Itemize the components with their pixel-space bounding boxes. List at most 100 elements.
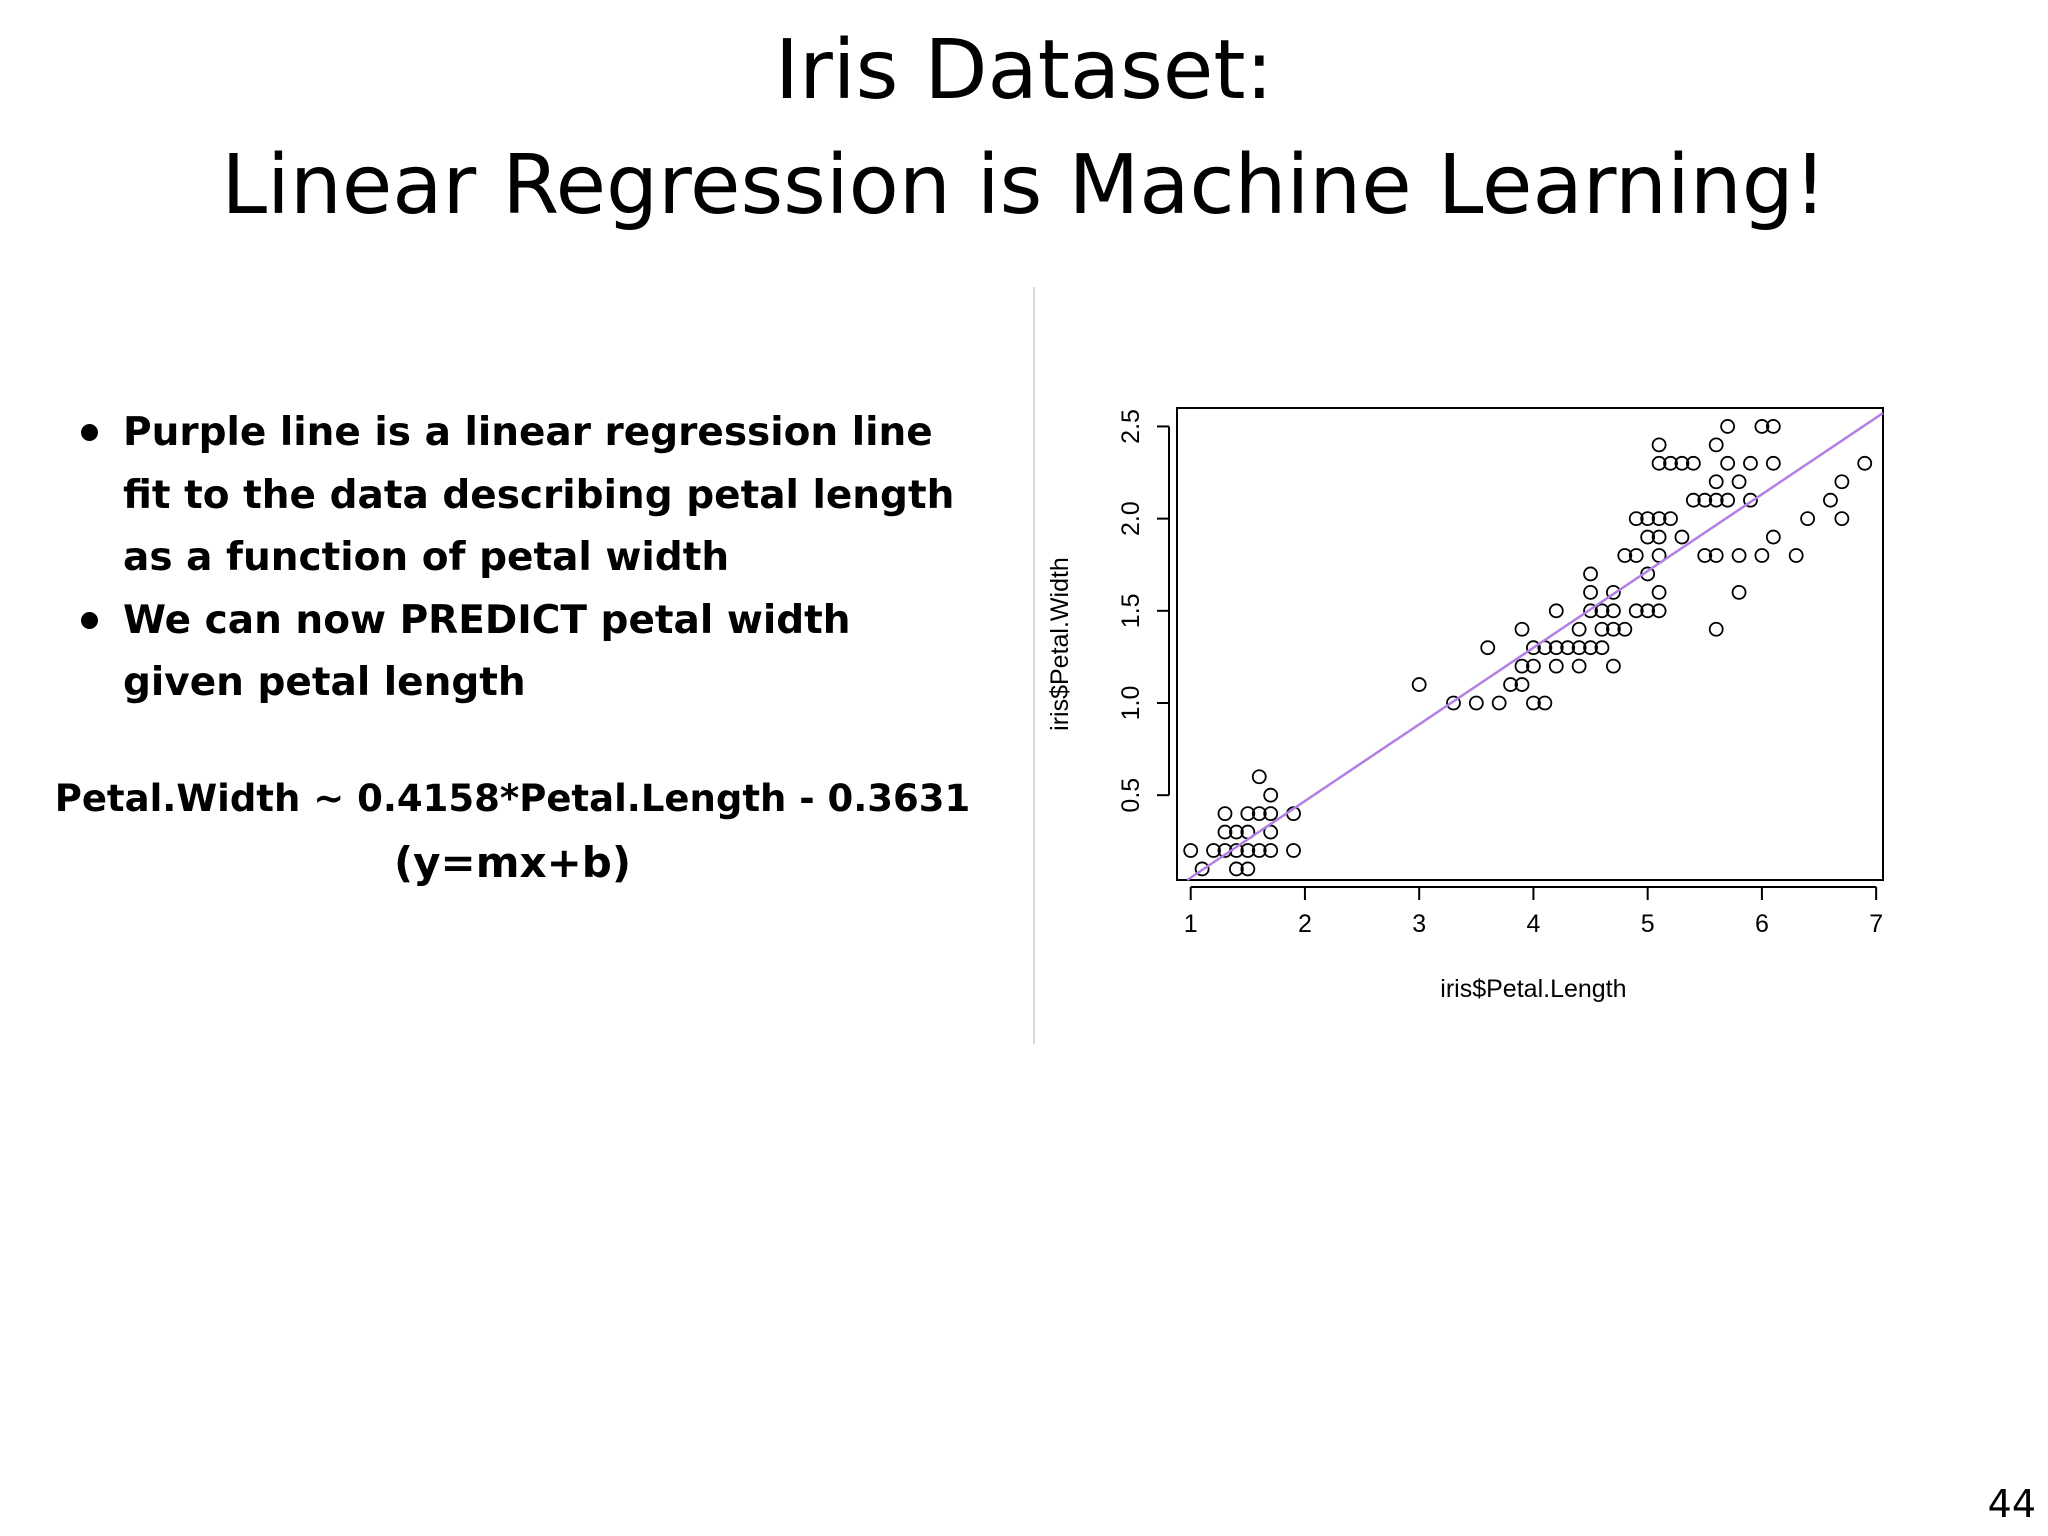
data-point — [1823, 492, 1838, 508]
x-tick-label: 6 — [1755, 910, 1769, 938]
data-point — [1651, 455, 1667, 471]
data-point — [1583, 603, 1598, 619]
data-point — [1651, 511, 1667, 527]
data-point — [1217, 806, 1233, 822]
data-point — [1605, 584, 1621, 600]
data-point — [1731, 584, 1747, 600]
x-tick-label: 5 — [1641, 910, 1655, 938]
data-point — [1217, 824, 1233, 840]
data-point — [1263, 806, 1279, 822]
data-point — [1640, 529, 1656, 545]
data-point — [1206, 843, 1221, 858]
data-point — [1708, 437, 1724, 453]
bullet-line: Purple line is a linear regression line — [123, 410, 933, 455]
data-point — [1526, 640, 1541, 656]
regression-line — [1186, 412, 1884, 882]
data-point — [1251, 806, 1267, 822]
data-point — [1240, 843, 1256, 858]
data-point — [1731, 548, 1747, 563]
data-point — [1251, 843, 1267, 858]
data-point — [1548, 640, 1564, 656]
data-point — [1526, 695, 1541, 711]
y-axis-label: iris$Petal.Width — [1046, 557, 1074, 731]
data-point — [1183, 843, 1199, 858]
y-tick-label: 1.0 — [1117, 686, 1145, 721]
data-point — [1617, 621, 1633, 637]
data-point — [1240, 861, 1256, 877]
bullet-line: given petal length — [123, 660, 526, 705]
data-point — [1446, 695, 1461, 711]
y-tick-label: 0.5 — [1117, 778, 1145, 813]
data-point — [1194, 861, 1210, 877]
data-point — [1754, 419, 1770, 434]
y-tick-label: 2.0 — [1117, 501, 1145, 536]
data-point — [1720, 492, 1736, 508]
data-point — [1229, 861, 1244, 877]
data-point — [1628, 548, 1644, 563]
slide-title-line-1: Iris Dataset: — [774, 23, 1274, 118]
data-point — [1651, 437, 1667, 453]
data-point — [1229, 824, 1244, 840]
data-point — [1651, 603, 1667, 619]
data-point — [1583, 566, 1598, 582]
data-point — [1548, 658, 1564, 674]
x-axis-label: iris$Petal.Length — [1440, 975, 1626, 1003]
data-point — [1800, 511, 1816, 527]
bullet-line: We can now PREDICT petal width — [123, 597, 851, 643]
data-point — [1263, 787, 1279, 803]
data-point — [1583, 640, 1598, 656]
data-point — [1537, 695, 1553, 711]
data-point — [1743, 455, 1758, 471]
data-point — [1697, 492, 1713, 508]
data-point — [1663, 511, 1678, 527]
bullet-dot — [81, 424, 98, 441]
x-tick-label: 7 — [1869, 910, 1883, 938]
data-point — [1765, 419, 1781, 434]
data-point — [1514, 621, 1530, 637]
data-point — [1685, 455, 1701, 471]
data-point — [1594, 603, 1610, 619]
data-point — [1708, 548, 1724, 563]
data-point — [1468, 695, 1484, 711]
data-point — [1548, 603, 1564, 619]
data-point — [1651, 584, 1667, 600]
data-point — [1731, 474, 1747, 490]
data-point — [1594, 640, 1610, 656]
plot-frame — [1176, 407, 1884, 881]
data-point — [1411, 677, 1427, 692]
data-point — [1605, 621, 1621, 637]
data-point — [1765, 455, 1781, 471]
y-tick-label: 1.5 — [1117, 593, 1145, 628]
data-point — [1571, 658, 1587, 674]
data-point — [1286, 843, 1301, 858]
equation-form: (y=mx+b) — [393, 838, 632, 887]
data-point — [1251, 769, 1267, 785]
slide-number: 44 — [1987, 1482, 2036, 1526]
data-point — [1514, 677, 1530, 692]
data-point — [1834, 511, 1850, 527]
bullet-line: fit to the data describing petal length — [123, 472, 955, 518]
data-point — [1697, 548, 1713, 563]
scatter-plot: 1 2 3 4 5 6 7 0.5 1.0 1.5 2.0 2.5 iris$Petal.Length i… — [1046, 407, 1884, 1003]
bullet-line: as a function of petal width — [123, 535, 730, 580]
data-point — [1617, 548, 1633, 563]
x-tick-label: 2 — [1298, 910, 1312, 938]
regression-equation: Petal.Width ~ 0.4158*Petal.Length - 0.36… — [54, 777, 971, 820]
x-tick-label: 4 — [1526, 910, 1540, 938]
data-point — [1605, 658, 1621, 674]
data-point — [1708, 492, 1724, 508]
data-point — [1651, 529, 1667, 545]
data-point — [1640, 511, 1656, 527]
data-point — [1708, 621, 1724, 637]
data-point — [1720, 419, 1736, 434]
data-point — [1720, 455, 1736, 471]
data-point — [1571, 621, 1587, 637]
data-point — [1628, 603, 1644, 619]
data-point — [1663, 455, 1678, 471]
data-point — [1674, 455, 1690, 471]
data-point — [1754, 548, 1770, 563]
bullet-list: Purple line is a linear regression line … — [78, 402, 968, 715]
slide-title-line-2: Linear Regression is Machine Learning! — [221, 138, 1827, 233]
data-point — [1583, 584, 1598, 600]
bullet-item: We can now PREDICT petal width given pet… — [78, 590, 968, 715]
